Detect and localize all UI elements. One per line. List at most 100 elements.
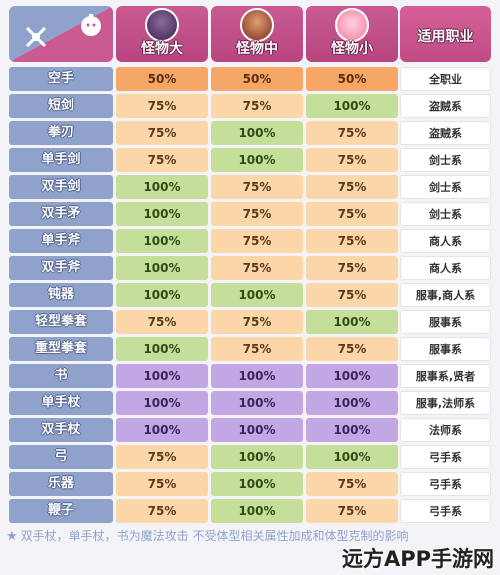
weapon-name: 拳刃: [9, 121, 113, 145]
job-class: 商人系: [400, 229, 491, 253]
damage-medium: 100%: [211, 148, 303, 172]
monster-medium-avatar: [240, 8, 274, 42]
damage-large: 100%: [116, 418, 208, 442]
job-class: 剑士系: [400, 148, 491, 172]
job-class: 服事系: [400, 310, 491, 334]
damage-medium: 100%: [211, 283, 303, 307]
damage-large: 100%: [116, 283, 208, 307]
job-class: 弓手系: [400, 472, 491, 496]
damage-large: 100%: [116, 175, 208, 199]
damage-small: 75%: [306, 148, 398, 172]
star-icon: ★: [6, 529, 18, 544]
damage-large: 75%: [116, 445, 208, 469]
damage-small: 100%: [306, 445, 398, 469]
column-label: 怪物大: [141, 41, 183, 57]
table-row: 单手剑 75% 100% 75% 剑士系: [9, 147, 491, 174]
table-row: 拳刃 75% 100% 75% 盗贼系: [9, 120, 491, 147]
damage-large: 75%: [116, 121, 208, 145]
weapon-name: 单手剑: [9, 148, 113, 172]
job-class: 法师系: [400, 418, 491, 442]
damage-medium: 50%: [211, 67, 303, 91]
damage-medium: 75%: [211, 94, 303, 118]
damage-small: 100%: [306, 310, 398, 334]
corner-split: [9, 6, 113, 62]
weapon-size-table: 怪物大 怪物中 怪物小 适用职业 空手 50% 50% 50% 全职业 短剑 75% 75% 1…: [9, 3, 491, 525]
watermark: 远方APP手游网: [341, 547, 494, 571]
damage-medium: 100%: [211, 499, 303, 523]
weapon-name: 钝器: [9, 283, 113, 307]
damage-large: 100%: [116, 202, 208, 226]
weapon-name: 双手斧: [9, 256, 113, 280]
table-row: 双手剑 100% 75% 75% 剑士系: [9, 174, 491, 201]
table-row: 双手斧 100% 75% 75% 商人系: [9, 255, 491, 282]
table-row: 鞭子 75% 100% 75% 弓手系: [9, 498, 491, 525]
damage-small: 100%: [306, 418, 398, 442]
weapon-name: 短剑: [9, 94, 113, 118]
job-class: 盗贼系: [400, 94, 491, 118]
damage-small: 75%: [306, 175, 398, 199]
damage-medium: 100%: [211, 391, 303, 415]
damage-medium: 100%: [211, 364, 303, 388]
damage-small: 75%: [306, 499, 398, 523]
column-small: 怪物小: [306, 6, 398, 62]
weapon-name: 弓: [9, 445, 113, 469]
damage-medium: 75%: [211, 310, 303, 334]
corner-cell: [9, 6, 113, 62]
job-class: 剑士系: [400, 202, 491, 226]
table-body: 空手 50% 50% 50% 全职业 短剑 75% 75% 100% 盗贼系 拳刃 75% 100% 75…: [9, 66, 491, 525]
weapon-name: 双手剑: [9, 175, 113, 199]
damage-medium: 100%: [211, 121, 303, 145]
table-row: 弓 75% 100% 100% 弓手系: [9, 444, 491, 471]
column-label: 怪物小: [331, 41, 373, 57]
job-class: 弓手系: [400, 499, 491, 523]
column-medium: 怪物中: [211, 6, 303, 62]
weapon-name: 鞭子: [9, 499, 113, 523]
damage-medium: 75%: [211, 256, 303, 280]
job-class: 服事,商人系: [400, 283, 491, 307]
damage-small: 50%: [306, 67, 398, 91]
damage-small: 75%: [306, 121, 398, 145]
damage-medium: 75%: [211, 175, 303, 199]
damage-small: 75%: [306, 256, 398, 280]
weapon-name: 轻型拳套: [9, 310, 113, 334]
table-row: 书 100% 100% 100% 服事系,贤者: [9, 363, 491, 390]
job-class: 盗贼系: [400, 121, 491, 145]
damage-small: 75%: [306, 472, 398, 496]
column-job: 适用职业: [400, 6, 491, 62]
table-row: 轻型拳套 75% 75% 100% 服事系: [9, 309, 491, 336]
damage-medium: 100%: [211, 445, 303, 469]
job-class: 全职业: [400, 67, 491, 91]
damage-large: 75%: [116, 499, 208, 523]
damage-large: 100%: [116, 256, 208, 280]
damage-medium: 100%: [211, 418, 303, 442]
damage-medium: 100%: [211, 472, 303, 496]
job-class: 弓手系: [400, 445, 491, 469]
damage-small: 100%: [306, 364, 398, 388]
sword-icon: [25, 26, 47, 48]
column-large: 怪物大: [116, 6, 208, 62]
monster-large-avatar: [145, 8, 179, 42]
damage-large: 100%: [116, 229, 208, 253]
damage-large: 75%: [116, 94, 208, 118]
monster-small-avatar: [335, 8, 369, 42]
column-label: 怪物中: [236, 41, 278, 57]
weapon-name: 乐器: [9, 472, 113, 496]
damage-small: 75%: [306, 283, 398, 307]
job-class: 服事系: [400, 337, 491, 361]
weapon-name: 重型拳套: [9, 337, 113, 361]
table-row: 双手杖 100% 100% 100% 法师系: [9, 417, 491, 444]
damage-small: 75%: [306, 337, 398, 361]
job-class: 服事系,贤者: [400, 364, 491, 388]
table-row: 空手 50% 50% 50% 全职业: [9, 66, 491, 93]
damage-large: 50%: [116, 67, 208, 91]
column-label: 适用职业: [417, 29, 474, 45]
table-row: 单手斧 100% 75% 75% 商人系: [9, 228, 491, 255]
damage-medium: 75%: [211, 229, 303, 253]
damage-large: 100%: [116, 391, 208, 415]
damage-large: 100%: [116, 337, 208, 361]
damage-large: 75%: [116, 148, 208, 172]
job-class: 剑士系: [400, 175, 491, 199]
weapon-name: 双手杖: [9, 418, 113, 442]
job-class: 商人系: [400, 256, 491, 280]
weapon-name: 双手矛: [9, 202, 113, 226]
